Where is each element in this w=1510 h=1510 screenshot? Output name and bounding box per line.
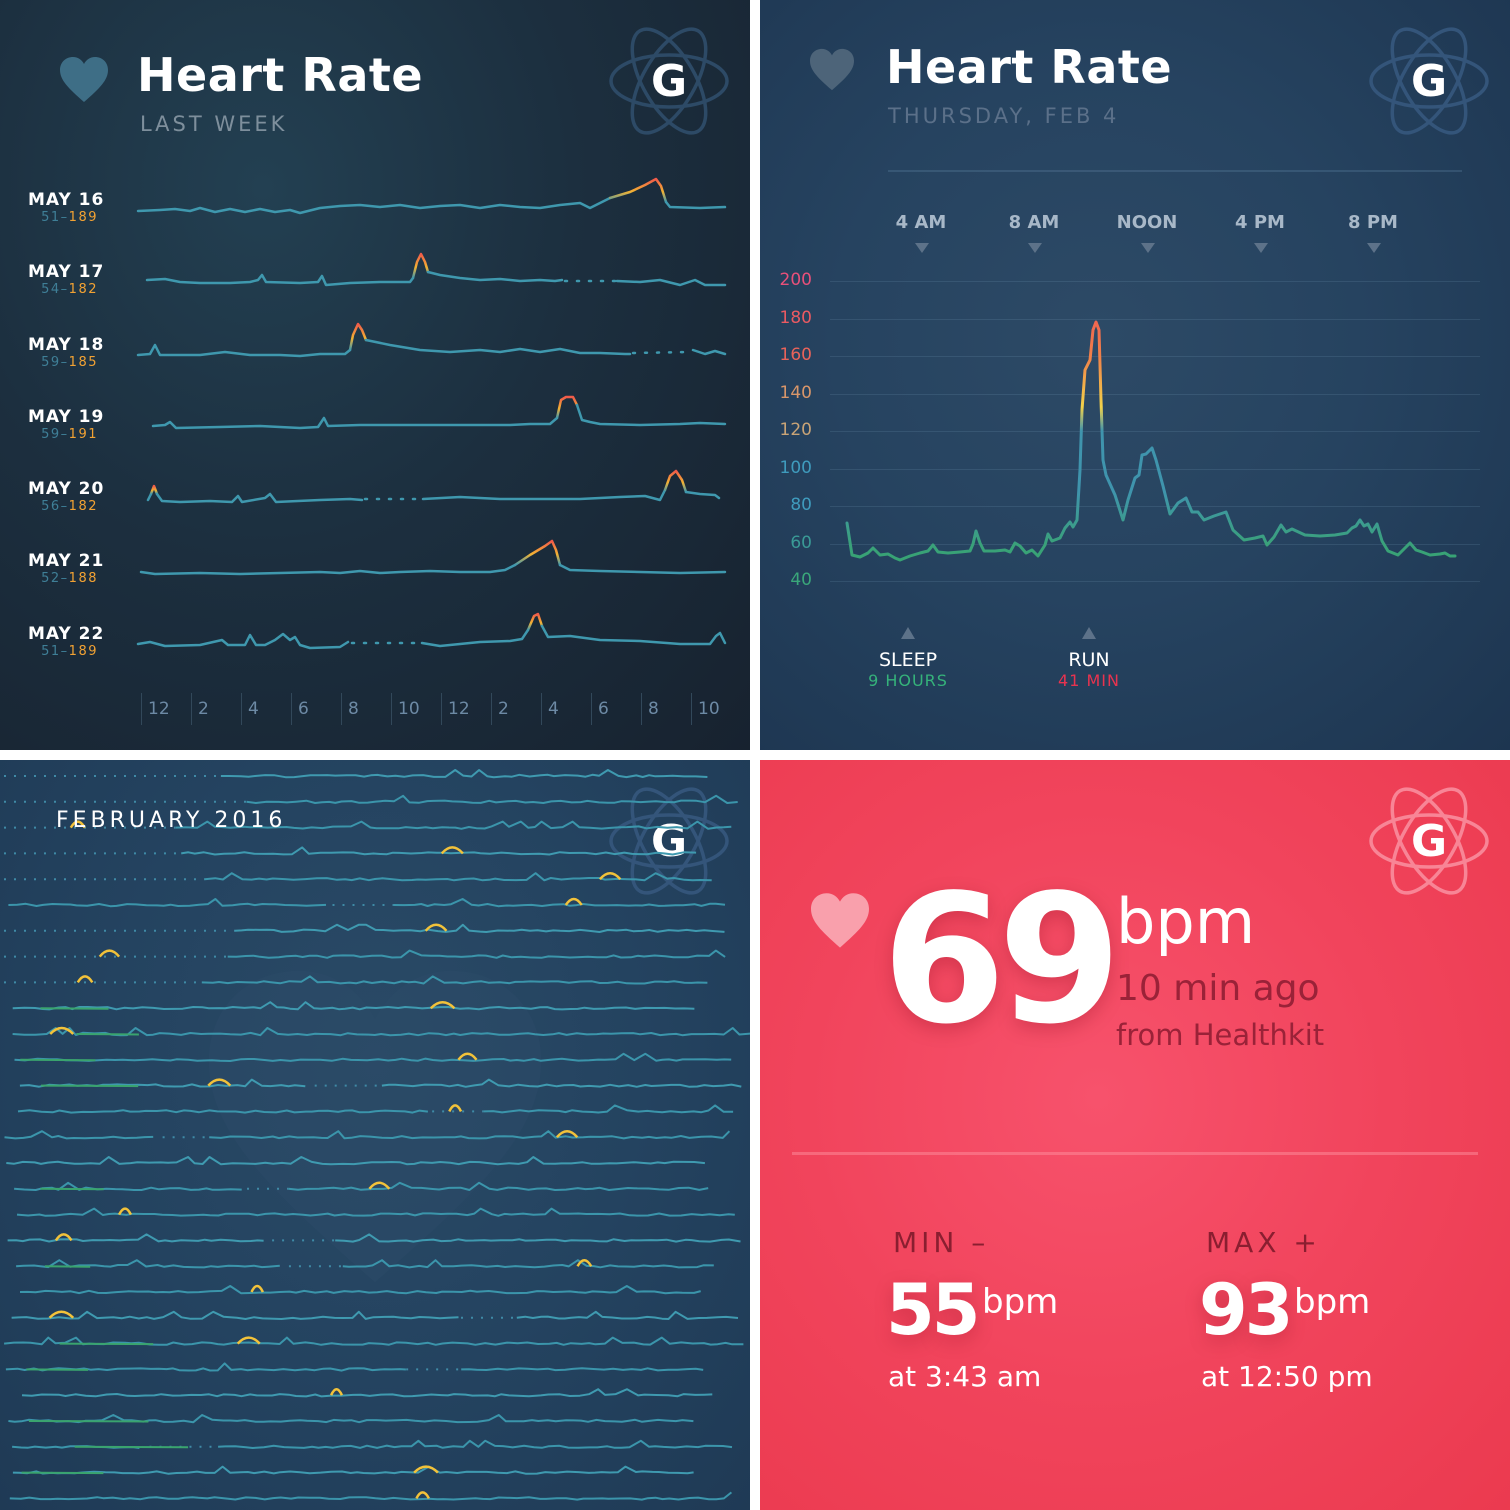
day-label-may19[interactable]: MAY 19 59–191 bbox=[28, 407, 105, 442]
card-subtitle: LAST WEEK bbox=[140, 112, 288, 136]
hour-tick: 4 bbox=[541, 693, 559, 725]
min-label: MIN – bbox=[893, 1226, 990, 1259]
measured-ago: 10 min ago bbox=[1116, 968, 1320, 1009]
y-axis-label: 200 bbox=[779, 270, 812, 290]
atom-icon bbox=[1369, 787, 1489, 895]
monthly-heart-rate-card[interactable]: G FEBRUARY 2016 bbox=[0, 760, 750, 1510]
y-axis-label: 140 bbox=[779, 383, 812, 403]
logo-letter: G bbox=[1410, 815, 1448, 867]
time-label: 8 AM bbox=[1008, 212, 1060, 233]
down-arrow-icon bbox=[1141, 243, 1155, 253]
section-divider bbox=[792, 1152, 1478, 1155]
day-label-may16[interactable]: MAY 16 51–189 bbox=[28, 190, 105, 225]
hour-tick: 8 bbox=[341, 693, 359, 725]
hour-tick: 2 bbox=[191, 693, 209, 725]
time-label: NOON bbox=[1116, 212, 1178, 233]
hour-tick: 10 bbox=[391, 693, 420, 725]
card-subtitle: THURSDAY, FEB 4 bbox=[888, 104, 1120, 128]
heart-icon bbox=[811, 893, 869, 948]
app-logo[interactable]: G bbox=[604, 16, 734, 146]
time-label: 8 PM bbox=[1348, 212, 1398, 233]
hour-tick: 4 bbox=[241, 693, 259, 725]
max-unit: bpm bbox=[1294, 1282, 1371, 1322]
min-unit: bpm bbox=[982, 1282, 1059, 1322]
bpm-unit: bpm bbox=[1116, 885, 1256, 958]
max-value: 93 bbox=[1199, 1269, 1293, 1351]
y-axis-label: 120 bbox=[779, 420, 812, 440]
atom-icon bbox=[609, 27, 729, 135]
down-arrow-icon bbox=[1254, 243, 1268, 253]
y-axis-label: 60 bbox=[790, 533, 812, 553]
heart-watermark-icon bbox=[208, 970, 542, 1283]
grid-line bbox=[830, 469, 1480, 470]
daily-line-chart[interactable] bbox=[760, 0, 1510, 750]
current-bpm-value: 69 bbox=[882, 856, 1122, 1063]
down-arrow-icon bbox=[1028, 243, 1042, 253]
app-logo[interactable]: G bbox=[1364, 16, 1494, 146]
grid-line bbox=[830, 281, 1480, 282]
y-axis-label: 80 bbox=[790, 495, 812, 515]
logo-letter: G bbox=[650, 815, 688, 867]
hour-tick: 10 bbox=[691, 693, 720, 725]
heart-icon bbox=[810, 48, 854, 91]
down-arrow-icon bbox=[1367, 243, 1381, 253]
day-label-may21[interactable]: MAY 21 52–188 bbox=[28, 551, 105, 586]
up-arrow-icon bbox=[901, 627, 915, 639]
y-axis-label: 160 bbox=[779, 345, 812, 365]
atom-icon bbox=[1369, 27, 1489, 135]
logo-letter: G bbox=[650, 55, 688, 107]
day-label-may17[interactable]: MAY 17 54–182 bbox=[28, 262, 105, 297]
hour-tick: 2 bbox=[491, 693, 509, 725]
hour-tick: 6 bbox=[591, 693, 609, 725]
current-heart-rate-card[interactable]: G 69 bpm 10 min ago from Healthkit MIN –… bbox=[760, 760, 1510, 1510]
heart-icon bbox=[60, 57, 108, 102]
grid-line bbox=[830, 506, 1480, 507]
grid-line bbox=[830, 431, 1480, 432]
min-time: at 3:43 am bbox=[888, 1360, 1042, 1393]
y-axis-label: 40 bbox=[790, 570, 812, 590]
month-title: FEBRUARY 2016 bbox=[56, 808, 287, 833]
header-divider bbox=[888, 170, 1462, 172]
up-arrow-icon bbox=[1082, 627, 1096, 639]
grid-line bbox=[830, 544, 1480, 545]
monthly-traces[interactable] bbox=[0, 760, 750, 1510]
day-label-may18[interactable]: MAY 18 59–185 bbox=[28, 335, 105, 370]
weekly-heart-rate-card[interactable]: Heart Rate LAST WEEK G MAY 16 51–189 MAY… bbox=[0, 0, 750, 750]
grid-line bbox=[830, 356, 1480, 357]
time-label: 4 PM bbox=[1235, 212, 1285, 233]
min-value: 55 bbox=[886, 1269, 980, 1351]
grid-line bbox=[830, 581, 1480, 582]
hour-tick: 12 bbox=[441, 693, 470, 725]
weekly-traces[interactable] bbox=[0, 0, 750, 750]
app-logo[interactable]: G bbox=[1364, 776, 1494, 906]
y-axis-label: 100 bbox=[779, 458, 812, 478]
card-title: Heart Rate bbox=[886, 40, 1173, 94]
data-source: from Healthkit bbox=[1116, 1018, 1325, 1052]
y-axis-label: 180 bbox=[779, 308, 812, 328]
daily-heart-rate-card[interactable]: Heart Rate THURSDAY, FEB 4 G 4 AM 8 AM N… bbox=[760, 0, 1510, 750]
day-label-may20[interactable]: MAY 20 56–182 bbox=[28, 479, 105, 514]
max-time: at 12:50 pm bbox=[1201, 1360, 1373, 1393]
hour-tick: 6 bbox=[291, 693, 309, 725]
day-label-may22[interactable]: MAY 22 51–189 bbox=[28, 624, 105, 659]
event-sleep[interactable]: SLEEP 9 HOURS bbox=[868, 649, 948, 690]
grid-line bbox=[830, 394, 1480, 395]
hour-tick: 12 bbox=[141, 693, 170, 725]
down-arrow-icon bbox=[915, 243, 929, 253]
hour-tick: 8 bbox=[641, 693, 659, 725]
grid-line bbox=[830, 319, 1480, 320]
event-run[interactable]: RUN 41 MIN bbox=[1058, 649, 1120, 690]
max-label: MAX + bbox=[1206, 1226, 1321, 1259]
card-title: Heart Rate bbox=[137, 48, 424, 102]
logo-letter: G bbox=[1410, 55, 1448, 107]
time-label: 4 AM bbox=[895, 212, 947, 233]
